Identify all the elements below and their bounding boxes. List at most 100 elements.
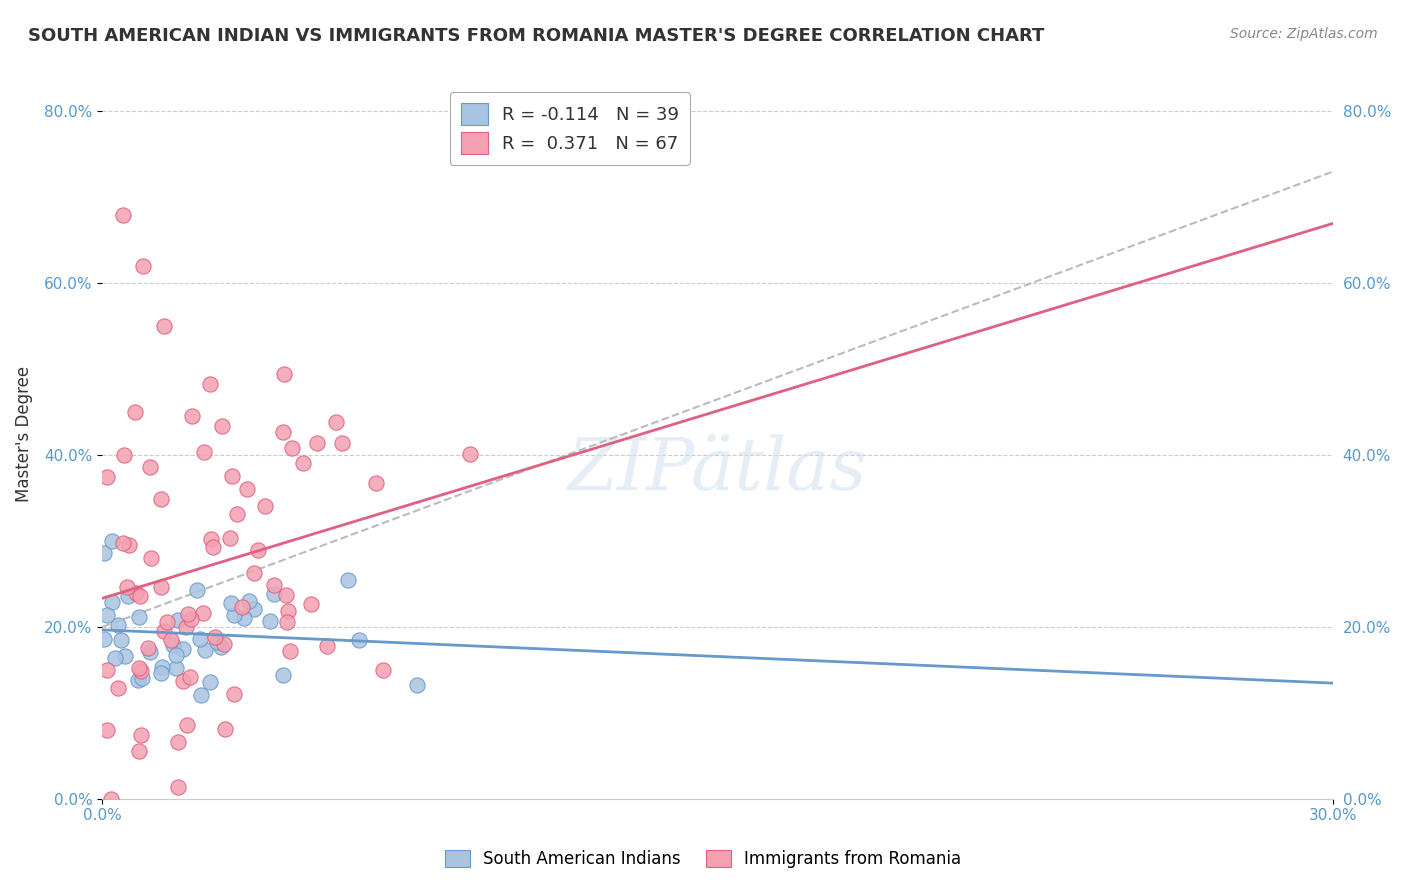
Point: [96, 664, 118, 678]
Point: [128, 610, 150, 624]
Point: [177, 607, 200, 621]
Point: [131, 671, 153, 685]
Point: [167, 780, 190, 794]
Point: [194, 643, 217, 657]
Point: [165, 648, 187, 662]
Point: [222, 608, 245, 623]
Point: [347, 633, 370, 648]
Point: [127, 673, 149, 687]
Point: [198, 376, 221, 391]
Point: [107, 617, 129, 632]
Point: [150, 660, 173, 674]
Point: [117, 590, 139, 604]
Y-axis label: Master's Degree: Master's Degree: [15, 366, 32, 501]
Point: [110, 632, 132, 647]
Point: [405, 678, 427, 692]
Point: [128, 661, 150, 675]
Point: [159, 632, 181, 647]
Point: [307, 436, 329, 450]
Point: [118, 538, 141, 552]
Point: [236, 482, 259, 496]
Point: [172, 674, 194, 689]
Point: [132, 259, 155, 273]
Point: [112, 536, 135, 550]
Point: [107, 681, 129, 696]
Point: [174, 620, 197, 634]
Point: [93, 632, 115, 646]
Point: [221, 468, 243, 483]
Point: [139, 645, 162, 659]
Point: [112, 448, 135, 462]
Point: [273, 367, 295, 381]
Point: [179, 670, 201, 684]
Point: [125, 586, 148, 600]
Point: [180, 612, 202, 626]
Point: [131, 664, 153, 678]
Point: [263, 587, 285, 601]
Point: [209, 640, 232, 654]
Point: [243, 566, 266, 580]
Point: [231, 600, 253, 615]
Point: [371, 663, 394, 677]
Point: [156, 615, 179, 629]
Point: [186, 582, 208, 597]
Point: [274, 588, 297, 602]
Point: [149, 580, 172, 594]
Point: [128, 744, 150, 758]
Point: [238, 594, 260, 608]
Point: [276, 615, 298, 629]
Point: [172, 641, 194, 656]
Point: [101, 533, 124, 548]
Point: [104, 651, 127, 665]
Point: [181, 409, 204, 424]
Point: [233, 611, 256, 625]
Point: [225, 507, 247, 521]
Point: [271, 425, 294, 439]
Point: [198, 675, 221, 690]
Point: [193, 445, 215, 459]
Legend: South American Indians, Immigrants from Romania: South American Indians, Immigrants from …: [439, 843, 967, 875]
Point: [93, 546, 115, 560]
Point: [224, 687, 246, 701]
Point: [96, 608, 118, 623]
Point: [162, 638, 184, 652]
Point: [219, 531, 242, 545]
Legend: R = -0.114   N = 39, R =  0.371   N = 67: R = -0.114 N = 39, R = 0.371 N = 67: [450, 92, 690, 165]
Point: [149, 665, 172, 680]
Point: [277, 604, 299, 618]
Point: [190, 688, 212, 702]
Point: [201, 540, 224, 554]
Point: [242, 601, 264, 615]
Text: SOUTH AMERICAN INDIAN VS IMMIGRANTS FROM ROMANIA MASTER'S DEGREE CORRELATION CHA: SOUTH AMERICAN INDIAN VS IMMIGRANTS FROM…: [28, 27, 1045, 45]
Point: [204, 630, 226, 644]
Point: [124, 405, 146, 419]
Point: [150, 492, 173, 507]
Point: [191, 606, 214, 620]
Point: [100, 791, 122, 805]
Point: [254, 499, 277, 513]
Point: [188, 632, 211, 646]
Point: [111, 208, 134, 222]
Point: [129, 728, 152, 742]
Point: [136, 641, 159, 656]
Point: [96, 723, 118, 737]
Point: [138, 459, 160, 474]
Text: Source: ZipAtlas.com: Source: ZipAtlas.com: [1230, 27, 1378, 41]
Point: [101, 595, 124, 609]
Point: [336, 573, 359, 587]
Point: [167, 735, 190, 749]
Point: [330, 436, 353, 450]
Point: [278, 644, 301, 658]
Point: [167, 614, 190, 628]
Point: [299, 597, 322, 611]
Point: [281, 442, 304, 456]
Point: [325, 415, 347, 429]
Point: [165, 661, 187, 675]
Point: [211, 419, 233, 434]
Point: [153, 624, 176, 638]
Point: [291, 456, 314, 470]
Point: [271, 667, 294, 681]
Point: [153, 319, 176, 334]
Point: [316, 639, 339, 653]
Point: [263, 578, 285, 592]
